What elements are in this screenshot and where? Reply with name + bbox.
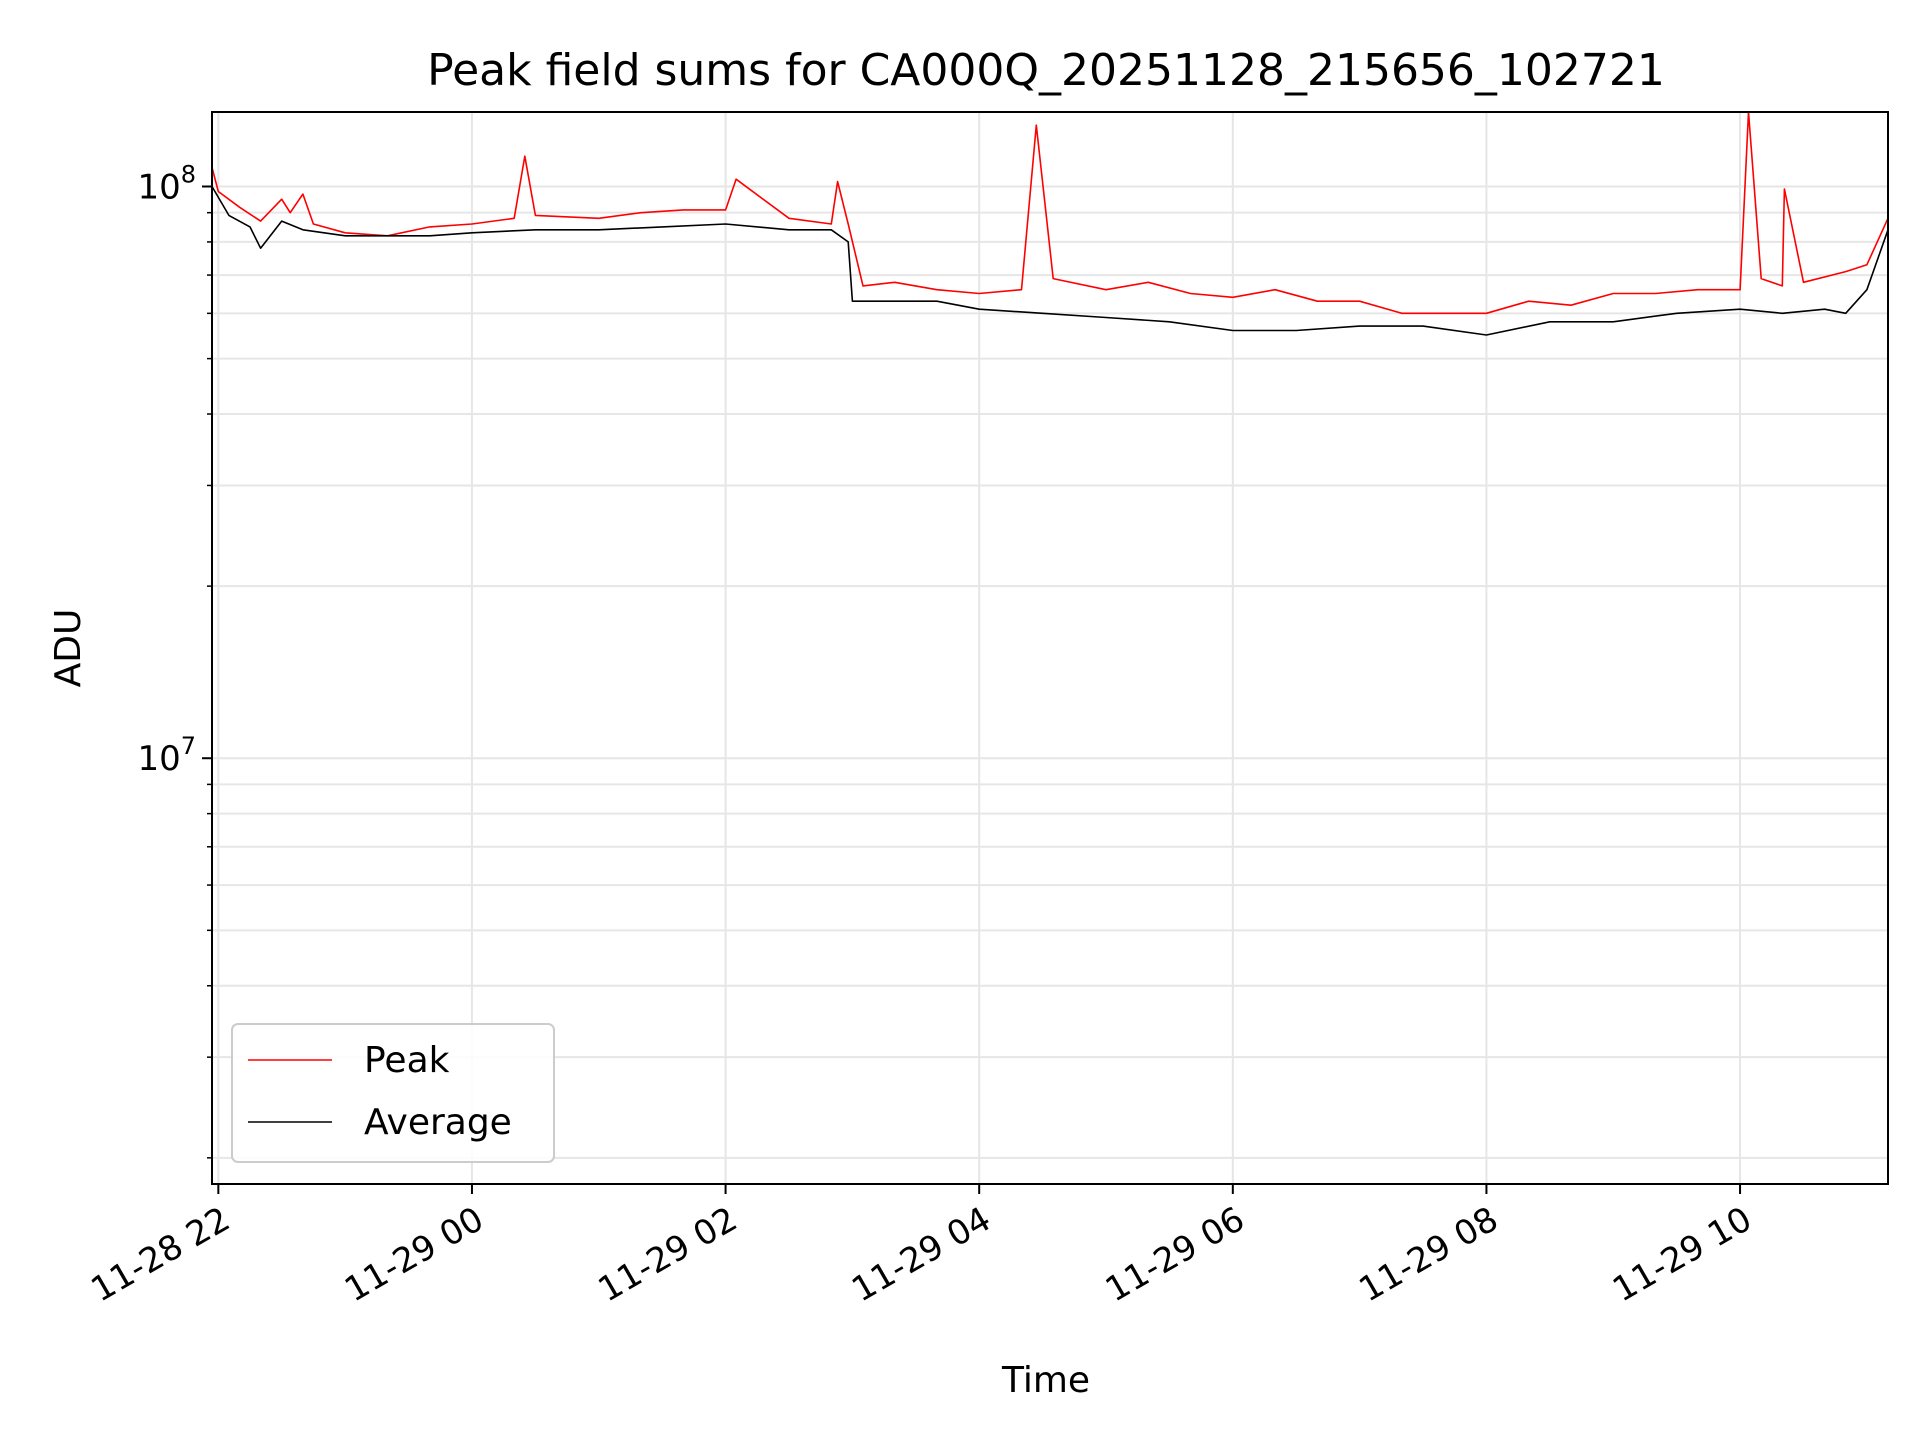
legend-peak-label: Peak bbox=[364, 1040, 450, 1081]
series-layer bbox=[211, 111, 1889, 336]
plot-frame bbox=[211, 111, 1889, 1185]
x-axis-label: Time bbox=[1001, 1360, 1090, 1401]
y-tick-label: 108 bbox=[137, 161, 196, 208]
legend-average-label: Average bbox=[364, 1102, 512, 1143]
legend-box bbox=[231, 1023, 555, 1163]
y-tick-label: 107 bbox=[137, 732, 196, 779]
legend: Peak Average bbox=[231, 1023, 555, 1163]
series-line-average bbox=[211, 186, 1889, 336]
y-axis: 107 108 bbox=[137, 161, 212, 1159]
y-axis-label: ADU bbox=[48, 609, 89, 688]
chart-title: Peak field sums for CA000Q_20251128_2156… bbox=[427, 45, 1665, 96]
